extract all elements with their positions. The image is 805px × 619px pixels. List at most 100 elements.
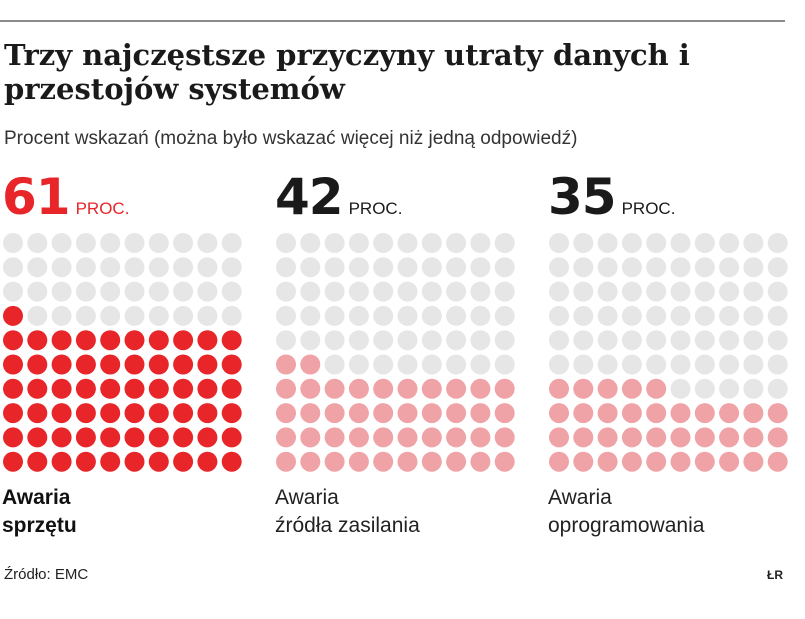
waffle-dot-filled	[646, 427, 667, 448]
waffle-dot-empty	[197, 233, 218, 253]
top-rule	[0, 20, 785, 22]
waffle-dot-filled	[124, 427, 145, 448]
waffle-dot-filled	[27, 403, 48, 424]
waffle-dot-empty	[470, 354, 491, 375]
waffle-dot-empty	[124, 305, 145, 326]
waffle-dot-filled	[470, 451, 491, 472]
waffle-dot-empty	[421, 281, 442, 302]
waffle-dot-filled	[446, 378, 467, 399]
category-label-line: źródła zasilania	[275, 514, 420, 537]
waffle-dot-filled	[75, 330, 96, 351]
waffle-dot-filled	[100, 330, 121, 351]
waffle-dot-filled	[597, 403, 618, 424]
waffle-dot-empty	[767, 281, 788, 302]
panel-3: 35 PROC. Awaria oprogramowania	[548, 168, 798, 537]
waffle-dot-empty	[670, 378, 691, 399]
waffle-dot-empty	[148, 281, 169, 302]
waffle-dot-empty	[348, 233, 369, 253]
waffle-dot-empty	[324, 233, 345, 253]
waffle-dot-empty	[421, 354, 442, 375]
waffle-dot-empty	[670, 281, 691, 302]
waffle-dot-filled	[694, 427, 715, 448]
waffle-dot-empty	[373, 233, 394, 253]
waffle-dot-empty	[470, 305, 491, 326]
waffle-grid	[549, 233, 788, 472]
waffle-dot-filled	[300, 354, 321, 375]
waffle-dot-empty	[373, 257, 394, 278]
panel-1: 61 PROC. Awaria sprzętu	[2, 172, 252, 537]
waffle-dot-empty	[646, 281, 667, 302]
waffle-dot-filled	[100, 451, 121, 472]
waffle-dot-filled	[173, 427, 194, 448]
waffle-dot-filled	[494, 403, 515, 424]
waffle-dot-filled	[494, 378, 515, 399]
waffle-dot-filled	[767, 403, 788, 424]
waffle-dot-empty	[51, 257, 72, 278]
waffle-dot-empty	[348, 305, 369, 326]
waffle-dot-empty	[348, 354, 369, 375]
waffle-dot-empty	[494, 330, 515, 351]
waffle-dot-filled	[3, 378, 23, 399]
waffle-dot-empty	[597, 305, 618, 326]
waffle-dot-filled	[173, 378, 194, 399]
waffle-dot-filled	[719, 427, 740, 448]
waffle-dot-empty	[100, 281, 121, 302]
waffle-dot-empty	[421, 305, 442, 326]
waffle-dot-filled	[51, 354, 72, 375]
value-label: 42	[275, 168, 344, 226]
waffle-dot-empty	[670, 330, 691, 351]
value-label: 35	[548, 168, 617, 226]
waffle-dot-filled	[549, 378, 569, 399]
waffle-dot-empty	[494, 281, 515, 302]
waffle-dot-empty	[767, 257, 788, 278]
unit-label: PROC.	[348, 199, 403, 218]
unit-label: PROC.	[621, 199, 676, 218]
waffle-dot-filled	[221, 378, 242, 399]
waffle-dot-empty	[646, 257, 667, 278]
waffle-dot-filled	[670, 427, 691, 448]
waffle-dot-empty	[221, 281, 242, 302]
waffle-dot-filled	[549, 427, 569, 448]
waffle-dot-filled	[51, 378, 72, 399]
waffle-grid	[3, 233, 242, 472]
waffle-dot-empty	[197, 305, 218, 326]
waffle-dot-filled	[694, 451, 715, 472]
waffle-dot-filled	[100, 354, 121, 375]
waffle-dot-empty	[27, 305, 48, 326]
waffle-dot-filled	[348, 378, 369, 399]
waffle-dot-filled	[324, 403, 345, 424]
waffle-dot-empty	[100, 257, 121, 278]
waffle-dot-empty	[100, 305, 121, 326]
waffle-dot-empty	[124, 281, 145, 302]
waffle-dot-filled	[373, 378, 394, 399]
waffle-dot-empty	[51, 305, 72, 326]
waffle-dot-filled	[421, 378, 442, 399]
waffle-dot-filled	[173, 330, 194, 351]
waffle-dot-filled	[646, 378, 667, 399]
waffle-dot-empty	[148, 257, 169, 278]
waffle-dot-filled	[300, 451, 321, 472]
waffle-dot-filled	[221, 330, 242, 351]
waffle-dot-empty	[646, 305, 667, 326]
category-label-line: sprzętu	[2, 514, 77, 537]
waffle-dot-empty	[670, 233, 691, 253]
waffle-dot-filled	[597, 427, 618, 448]
waffle-dot-empty	[621, 233, 642, 253]
waffle-dot-filled	[221, 451, 242, 472]
waffle-dot-empty	[621, 330, 642, 351]
waffle-dot-empty	[621, 281, 642, 302]
waffle-dot-empty	[743, 330, 764, 351]
waffle-dot-filled	[221, 427, 242, 448]
waffle-dot-empty	[173, 305, 194, 326]
waffle-dot-filled	[573, 378, 594, 399]
waffle-dot-empty	[27, 281, 48, 302]
waffle-dot-empty	[324, 281, 345, 302]
value-heading: 61 PROC.	[2, 172, 252, 228]
waffle-dot-filled	[767, 451, 788, 472]
waffle-dot-filled	[719, 403, 740, 424]
waffle-dot-empty	[646, 330, 667, 351]
waffle-dot-filled	[100, 427, 121, 448]
waffle-dot-empty	[27, 257, 48, 278]
waffle-dot-filled	[573, 427, 594, 448]
waffle-dot-empty	[719, 330, 740, 351]
